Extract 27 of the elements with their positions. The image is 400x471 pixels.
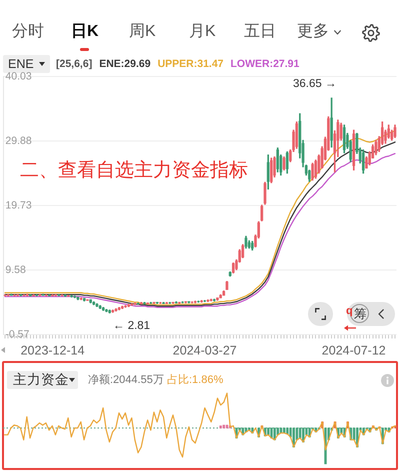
annotation: ← 2.81 <box>113 320 150 334</box>
text: ENE:29.69 <box>99 58 151 71</box>
text: 月K <box>189 22 216 42</box>
y-tick-label: 9.58 <box>5 264 26 276</box>
text: 占比:1.86% <box>167 374 224 387</box>
text: 净额:2044.55万 <box>88 374 164 387</box>
x-tick-label: 2024-07-12 <box>322 343 386 358</box>
text: 更多 <box>297 22 329 42</box>
text: 主力资金 <box>13 372 69 388</box>
x-tick-label: 2024-03-27 <box>172 343 237 358</box>
annotation: q <box>346 305 353 318</box>
text: UPPER:31.47 <box>158 58 224 71</box>
text: 日K <box>71 22 99 42</box>
text: LOWER:27.91 <box>230 58 300 71</box>
text: ENE <box>8 56 34 72</box>
text: 分时 <box>12 22 44 42</box>
legend-title: [25,6,6] <box>56 58 92 71</box>
y-tick-label: 29.88 <box>5 134 32 147</box>
annotation: 36.65 → <box>293 78 336 92</box>
y-tick-label: 40.03 <box>5 70 32 82</box>
y-tick-label: 19.73 <box>5 199 32 212</box>
annotation: 二、查看自选主力资金指标 <box>20 160 248 183</box>
x-tick-label: 2023-12-14 <box>20 343 85 358</box>
y-tick-label: -0.57 <box>5 328 30 340</box>
annotation: 筹 <box>354 307 367 322</box>
text: 周K <box>129 22 156 42</box>
text: 五日 <box>244 22 276 42</box>
